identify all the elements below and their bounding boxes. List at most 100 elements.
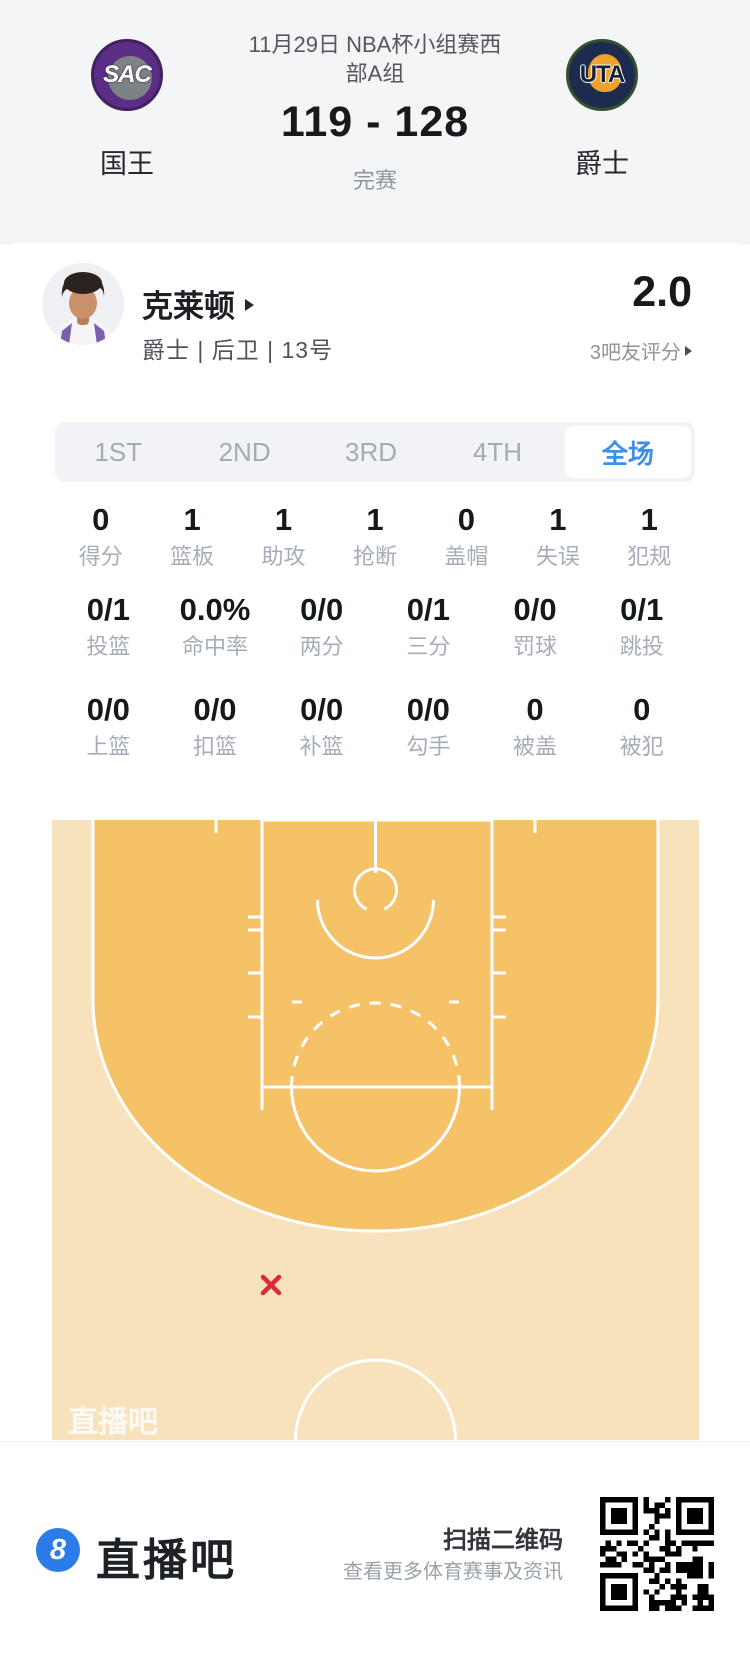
stat-label: 失误 [535, 544, 580, 569]
match-status: 完赛 [352, 168, 397, 193]
stat-label: 得分 [78, 544, 123, 569]
stat-label: 三分 [406, 634, 451, 659]
stat-cell: 1 篮板 [146, 498, 237, 571]
away-team-abbr: UTA [579, 61, 626, 88]
free-throw-circle-solid [290, 1086, 461, 1173]
stat-cell: 0 盖帽 [421, 498, 512, 571]
stat-cell: 0.0% 命中率 [162, 588, 269, 661]
tab-2nd[interactable]: 2ND [218, 436, 271, 467]
stat-cell: 0/0 上篮 [55, 688, 162, 761]
half-court-circle [294, 1358, 457, 1440]
stat-cell: 0/0 罚球 [482, 588, 589, 661]
stat-label: 扣篮 [193, 734, 238, 759]
stat-value: 0/0 [406, 692, 450, 727]
stat-value: 1 [183, 502, 201, 537]
stat-label: 两分 [299, 634, 344, 659]
player-avatar-illustration [42, 263, 124, 345]
stat-label: 勾手 [406, 734, 451, 759]
stats-row-shot-types: 0/0 上篮 0/0 扣篮 0/0 补篮 0/0 勾手 0 被盖 0 被犯 [55, 688, 695, 761]
shot-miss-marker [260, 1274, 282, 1296]
stat-cell: 1 犯规 [604, 498, 695, 571]
home-team-name[interactable]: 国王 [100, 149, 154, 179]
brand-logo-icon[interactable]: 8 [36, 1528, 80, 1572]
chevron-right-icon [245, 299, 254, 311]
stat-value: 1 [366, 502, 384, 537]
stat-label: 被犯 [619, 734, 664, 759]
stat-value: 0 [526, 692, 544, 727]
stats-row-shooting: 0/1 投篮 0.0% 命中率 0/0 两分 0/1 三分 0/0 罚球 0/1 跳投 [55, 588, 695, 661]
away-team-logo-note [588, 54, 622, 92]
rating-caption-link[interactable]: 3吧友评分 [590, 336, 692, 365]
stat-cell: 0/0 扣篮 [162, 688, 269, 761]
competition-label: 11月29日 NBA杯小组赛西部A组 [248, 32, 502, 86]
stat-value: 0/0 [300, 592, 344, 627]
stat-cell: 1 助攻 [238, 498, 329, 571]
stat-cell: 0 被犯 [588, 688, 695, 761]
stat-cell: 0/0 勾手 [375, 688, 482, 761]
player-avatar[interactable] [42, 263, 124, 345]
stat-value: 0/0 [193, 692, 237, 727]
stat-label: 盖帽 [444, 544, 489, 569]
stat-value: 0.0% [179, 592, 251, 627]
stat-value: 0/1 [86, 592, 130, 627]
stat-cell: 0/0 两分 [268, 588, 375, 661]
away-team-logo[interactable]: UTA [566, 39, 638, 111]
stat-value: 0 [457, 502, 476, 537]
stat-cell: 0 得分 [55, 498, 146, 571]
stat-label: 助攻 [261, 544, 306, 569]
tab-1st[interactable]: 1ST [94, 436, 143, 467]
chevron-right-icon [685, 346, 692, 356]
stat-label: 补篮 [299, 734, 344, 759]
court-watermark: 直播吧 [68, 1406, 158, 1439]
baseline-marks [214, 820, 537, 833]
home-team-logo-inner [108, 56, 152, 100]
free-throw-circle-dashed [290, 1001, 461, 1088]
stat-label: 上篮 [86, 734, 131, 759]
hoop-rim [353, 867, 398, 911]
stat-label: 命中率 [182, 634, 249, 659]
stat-label: 篮板 [170, 544, 215, 569]
shot-chart-court: 直播吧 [52, 820, 699, 1440]
qr-caption: 扫描二维码 查看更多体育赛事及资讯 [290, 1526, 563, 1586]
qr-code [600, 1497, 714, 1611]
stat-label: 罚球 [513, 634, 558, 659]
match-score: 119 - 128 [280, 98, 470, 146]
lane-ticks-left [248, 915, 262, 1019]
stat-cell: 0/0 补篮 [268, 688, 375, 761]
tab-全场[interactable]: 全场 [564, 426, 692, 478]
stat-cell: 0/1 投篮 [55, 588, 162, 661]
stat-value: 0/1 [406, 592, 450, 627]
shot-markers [260, 1274, 282, 1296]
qr-code-image [600, 1497, 714, 1611]
tab-4th[interactable]: 4TH [472, 436, 522, 467]
player-name[interactable]: 克莱顿 [142, 281, 254, 326]
stat-label: 犯规 [627, 544, 672, 569]
stat-value: 0 [92, 502, 110, 537]
footer-divider [0, 1441, 750, 1442]
stats-row-basic: 0 得分 1 篮板 1 助攻 1 抢断 0 盖帽 1 失误 1 犯规 [55, 498, 695, 571]
stat-label: 抢断 [352, 544, 397, 569]
away-team-name[interactable]: 爵士 [575, 149, 629, 179]
stat-value: 0/0 [300, 692, 344, 727]
lane-line-extensions [260, 1087, 494, 1110]
key-lane [260, 820, 494, 1089]
qr-title: 扫描二维码 [443, 1527, 563, 1554]
stat-value: 0 [633, 692, 651, 727]
brand-name[interactable]: 直播吧 [96, 1536, 237, 1585]
stat-cell: 1 抢断 [329, 498, 420, 571]
stat-value: 1 [640, 502, 658, 537]
stat-cell: 0/1 跳投 [588, 588, 695, 661]
stat-label: 跳投 [619, 634, 664, 659]
player-meta: 爵士 | 后卫 | 13号 [142, 337, 334, 363]
stat-value: 0/0 [86, 692, 130, 727]
stat-label: 投篮 [86, 634, 131, 659]
stat-cell: 1 失误 [512, 498, 603, 571]
three-point-line [91, 820, 660, 1233]
home-team-logo[interactable]: SAC [91, 39, 163, 111]
stat-cell: 0 被盖 [482, 688, 589, 761]
player-rating: 2.0 [632, 268, 692, 316]
home-team-abbr: SAC [103, 61, 152, 88]
stat-value: 1 [274, 502, 293, 537]
qr-subtitle: 查看更多体育赛事及资讯 [343, 1561, 563, 1583]
tab-3rd[interactable]: 3RD [345, 436, 398, 467]
